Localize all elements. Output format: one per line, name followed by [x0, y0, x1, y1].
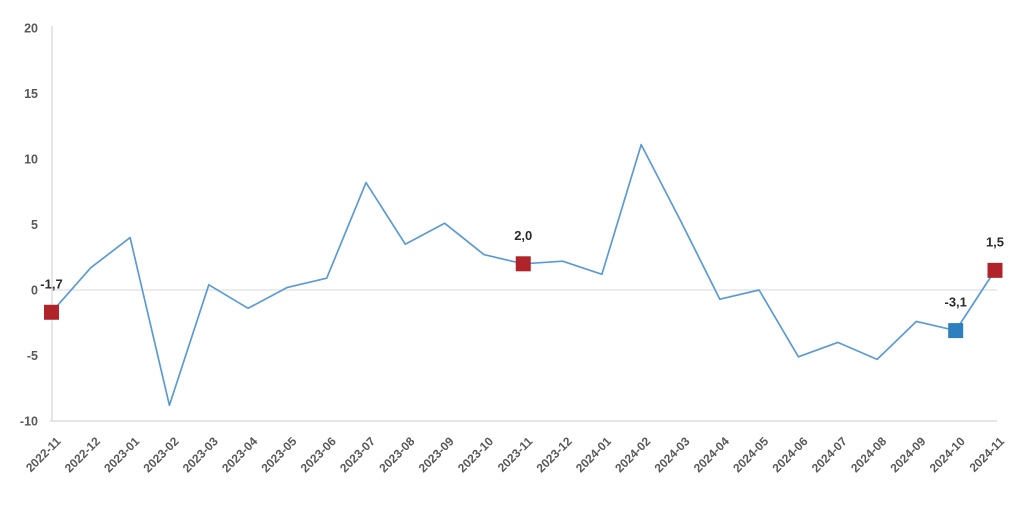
y-tick-label: -10 [20, 415, 38, 429]
x-tick-label: 2023-09 [416, 434, 457, 475]
x-tick-label: 2024-02 [612, 434, 653, 475]
highlight-marker-2022-11 [44, 304, 59, 320]
value-label-2023-11: 2,0 [514, 228, 532, 243]
x-tick-label: 2023-01 [101, 434, 142, 475]
x-tick-label: 2024-08 [848, 434, 889, 475]
x-tick-label: 2022-11 [23, 434, 64, 475]
x-tick-label: 2024-01 [573, 434, 614, 475]
highlight-marker-2024-11 [987, 262, 1003, 278]
x-tick-label: 2024-11 [967, 434, 1008, 475]
x-tick-label: 2024-09 [887, 434, 928, 475]
value-label-2022-11: -1,7 [40, 276, 62, 291]
x-tick-label: 2023-07 [337, 434, 378, 475]
x-tick-label: 2024-05 [730, 434, 771, 475]
value-label-2024-11: 1,5 [986, 234, 1004, 249]
x-tick-label: 2023-03 [180, 434, 221, 475]
x-tick-label: 2024-07 [809, 434, 850, 475]
x-tick-label: 2023-11 [495, 434, 536, 475]
series-line [50, 143, 996, 407]
x-tick-label: 2023-04 [219, 434, 260, 475]
y-tick-label: -5 [27, 349, 38, 363]
highlight-marker-2023-11 [515, 256, 531, 272]
x-tick-label: 2022-12 [62, 434, 103, 475]
x-tick-label: 2023-10 [455, 434, 496, 475]
x-tick-label: 2024-06 [770, 434, 811, 475]
x-tick-label: 2023-08 [376, 434, 417, 475]
x-tick-label: 2023-12 [534, 434, 575, 475]
x-tick-label: 2024-04 [691, 434, 732, 475]
highlight-marker-2024-10 [948, 323, 964, 339]
y-tick-label: 0 [31, 284, 38, 298]
y-tick-label: 10 [24, 153, 38, 167]
x-tick-label: 2024-10 [927, 434, 968, 475]
x-tick-label: 2023-06 [298, 434, 339, 475]
value-label-2024-10: -3,1 [944, 295, 966, 310]
x-tick-label: 2024-03 [652, 434, 693, 475]
y-tick-label: 15 [24, 87, 38, 101]
y-tick-label: 20 [24, 22, 38, 36]
y-tick-label: 5 [31, 218, 38, 232]
x-tick-label: 2023-05 [258, 434, 299, 475]
x-tick-label: 2023-02 [141, 434, 182, 475]
